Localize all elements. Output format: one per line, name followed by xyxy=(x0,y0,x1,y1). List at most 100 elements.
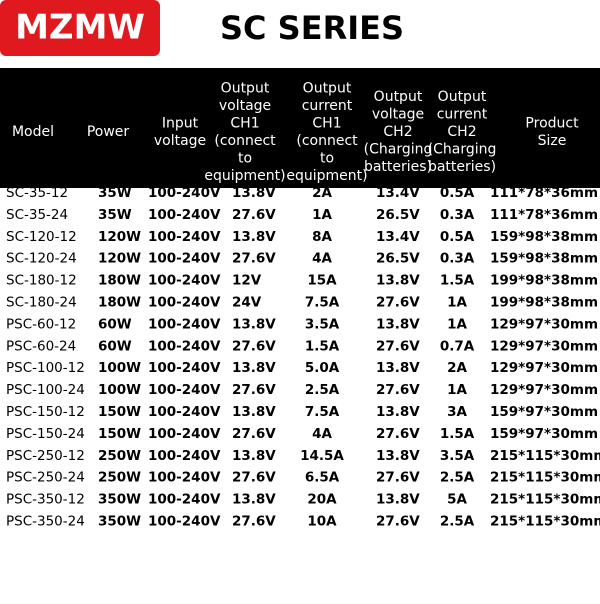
cell: 100-240V xyxy=(148,316,221,332)
cell: PSC-250-12 xyxy=(6,448,85,464)
cell: 100-240V xyxy=(148,426,221,442)
cell: 1A xyxy=(312,207,332,223)
cell: 100-240V xyxy=(148,360,221,376)
cell: 111*78*36mm xyxy=(490,185,598,201)
cell: 4A xyxy=(312,426,332,442)
cell: 120W xyxy=(98,251,141,267)
cell: 250W xyxy=(98,470,141,486)
cell: 159*97*30mm xyxy=(490,404,598,420)
cell: 2.5A xyxy=(305,382,340,398)
column-header: Output xyxy=(374,89,423,105)
cell: 1.5A xyxy=(440,273,475,289)
cell: 100-240V xyxy=(148,207,221,223)
cell: 100-240V xyxy=(148,514,221,530)
column-header: Size xyxy=(538,133,567,149)
logo: MZMW xyxy=(15,8,145,48)
cell: 180W xyxy=(98,295,141,311)
cell: SC-35-12 xyxy=(6,185,68,201)
cell: 250W xyxy=(98,448,141,464)
cell: 27.6V xyxy=(376,382,420,398)
cell: 120W xyxy=(98,229,141,245)
header-band xyxy=(0,68,600,188)
cell: 215*115*30mm xyxy=(490,470,600,486)
cell: 24V xyxy=(232,295,262,311)
cell: 0.5A xyxy=(440,229,475,245)
cell: 159*97*30mm xyxy=(490,426,598,442)
cell: 129*97*30mm xyxy=(490,382,598,398)
cell: 27.6V xyxy=(232,338,276,354)
cell: 159*98*38mm xyxy=(490,251,598,267)
cell: 27.6V xyxy=(376,295,420,311)
cell: 13.4V xyxy=(376,229,420,245)
cell: 13.8V xyxy=(232,229,276,245)
cell: 13.8V xyxy=(376,273,420,289)
cell: PSC-350-24 xyxy=(6,514,85,530)
cell: 27.6V xyxy=(376,470,420,486)
cell: 100-240V xyxy=(148,295,221,311)
cell: 13.8V xyxy=(232,360,276,376)
cell: 1A xyxy=(447,382,467,398)
cell: 7.5A xyxy=(305,295,340,311)
cell: 1A xyxy=(447,316,467,332)
column-header: CH2 xyxy=(383,124,412,140)
column-header: voltage xyxy=(219,98,271,114)
cell: 111*78*36mm xyxy=(490,207,598,223)
column-header: Input xyxy=(162,115,199,131)
cell: SC-120-24 xyxy=(6,251,77,267)
cell: 13.8V xyxy=(232,448,276,464)
cell: SC-35-24 xyxy=(6,207,68,223)
column-header: Output xyxy=(303,80,352,96)
cell: 215*115*30mm xyxy=(490,492,600,508)
cell: 13.8V xyxy=(376,316,420,332)
cell: 3.5A xyxy=(305,316,340,332)
cell: 6.5A xyxy=(305,470,340,486)
cell: 7.5A xyxy=(305,404,340,420)
column-header: (Charging xyxy=(364,142,433,158)
cell: 13.8V xyxy=(376,404,420,420)
cell: 13.8V xyxy=(376,360,420,376)
cell: 35W xyxy=(98,207,132,223)
cell: 1.5A xyxy=(305,338,340,354)
column-header: Power xyxy=(87,124,130,140)
cell: 100W xyxy=(98,360,141,376)
cell: 150W xyxy=(98,426,141,442)
column-header: Model xyxy=(12,124,54,140)
cell: 2A xyxy=(447,360,467,376)
cell: 27.6V xyxy=(232,207,276,223)
cell: 3.5A xyxy=(440,448,475,464)
column-header: voltage xyxy=(154,133,206,149)
cell: 13.8V xyxy=(232,404,276,420)
cell: 13.8V xyxy=(232,492,276,508)
cell: 13.4V xyxy=(376,185,420,201)
cell: 27.6V xyxy=(232,382,276,398)
cell: 100-240V xyxy=(148,273,221,289)
column-header: to xyxy=(238,150,252,166)
cell: 100W xyxy=(98,382,141,398)
cell: 27.6V xyxy=(232,470,276,486)
column-header: Output xyxy=(438,89,487,105)
cell: 4A xyxy=(312,251,332,267)
cell: 129*97*30mm xyxy=(490,316,598,332)
cell: 5.0A xyxy=(305,360,340,376)
cell: 27.6V xyxy=(376,338,420,354)
column-header: CH2 xyxy=(447,124,476,140)
cell: 1.5A xyxy=(440,426,475,442)
cell: 27.6V xyxy=(376,426,420,442)
cell: 129*97*30mm xyxy=(490,360,598,376)
cell: 14.5A xyxy=(300,448,344,464)
column-header: (connect xyxy=(214,133,276,149)
cell: 60W xyxy=(98,338,132,354)
cell: 1A xyxy=(447,295,467,311)
cell: 0.7A xyxy=(440,338,475,354)
cell: 150W xyxy=(98,404,141,420)
cell: 60W xyxy=(98,316,132,332)
cell: SC-180-24 xyxy=(6,295,77,311)
cell: 199*98*38mm xyxy=(490,295,598,311)
cell: PSC-350-12 xyxy=(6,492,85,508)
column-header: batteries) xyxy=(364,159,432,175)
cell: 350W xyxy=(98,492,141,508)
cell: 129*97*30mm xyxy=(490,338,598,354)
cell: 100-240V xyxy=(148,382,221,398)
cell: 15A xyxy=(307,273,337,289)
